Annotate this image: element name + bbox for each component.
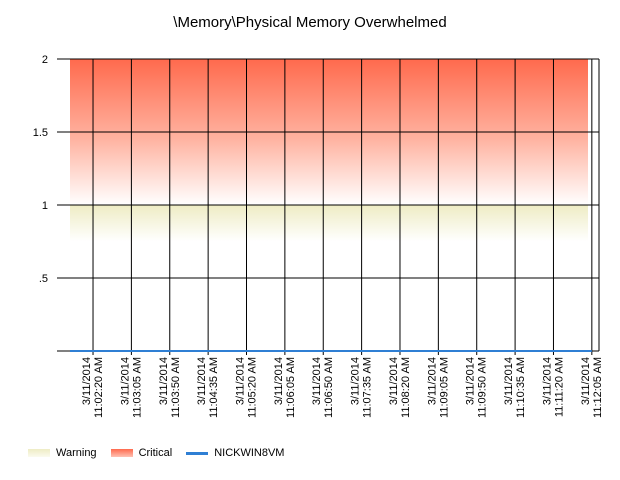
legend-swatch-critical: [110, 449, 133, 457]
x-tick-label-line: 11:08:20 AM: [400, 357, 412, 418]
legend-label-critical: Critical: [138, 447, 173, 459]
x-tick-label: 3/11/2014 11:04:35 AM: [196, 357, 220, 418]
x-tick-label-line: 3/11/2014: [119, 357, 131, 405]
x-tick-label-line: 3/11/2014: [388, 357, 400, 405]
x-tick-label: 3/11/2014 11:10:35 AM: [503, 357, 527, 418]
x-tick-label-line: 3/11/2014: [273, 357, 285, 405]
band-warning: [70, 205, 588, 242]
x-tick-label: 3/11/2014 11:03:05 AM: [119, 357, 143, 418]
x-tick-label-line: 11:09:50 AM: [477, 357, 489, 418]
x-tick-label-line: 11:02:20 AM: [93, 357, 105, 418]
x-tick-label: 3/11/2014 11:06:05 AM: [273, 357, 297, 418]
x-tick-label: 3/11/2014 11:07:35 AM: [350, 357, 374, 418]
y-tick-label: .5: [39, 273, 48, 285]
legend-item-critical[interactable]: Critical: [110, 447, 173, 459]
x-tick-label-line: 11:03:05 AM: [131, 357, 143, 418]
legend: Warning Critical NICKWIN8VM: [28, 444, 298, 462]
x-tick-label: 3/11/2014 11:03:50 AM: [158, 357, 182, 418]
legend-swatch-warning: [28, 449, 50, 457]
x-tick-label: 3/11/2014 11:02:20 AM: [81, 357, 105, 418]
x-tick-label-line: 3/11/2014: [503, 357, 515, 405]
x-tick-label: 3/11/2014 11:09:50 AM: [465, 357, 489, 418]
x-tick-label-line: 3/11/2014: [158, 357, 170, 405]
x-tick-label: 3/11/2014 11:11:20 AM: [541, 357, 565, 417]
x-tick-label: 3/11/2014 11:08:20 AM: [388, 357, 412, 418]
x-tick-label-line: 3/11/2014: [311, 357, 323, 405]
x-tick-label-line: 3/11/2014: [350, 357, 362, 405]
x-tick-label: 3/11/2014 11:12:05 AM: [580, 357, 604, 418]
x-tick-label-line: 3/11/2014: [541, 357, 553, 405]
x-tick-label-line: 11:12:05 AM: [592, 357, 604, 418]
x-tick-label-line: 11:04:35 AM: [208, 357, 220, 418]
x-tick-label-line: 3/11/2014: [81, 357, 93, 405]
chart-title: \Memory\Physical Memory Overwhelmed: [173, 14, 447, 31]
legend-label-warning: Warning: [56, 447, 97, 459]
x-tick-label-line: 11:10:35 AM: [515, 357, 527, 418]
x-tick-label-line: 11:06:05 AM: [285, 357, 297, 418]
x-tick-label-line: 11:07:35 AM: [362, 357, 374, 418]
x-tick-label-line: 11:06:50 AM: [323, 357, 335, 418]
y-tick-label: 2: [42, 54, 48, 66]
x-tick-label-line: 3/11/2014: [235, 357, 247, 405]
x-tick-label-line: 3/11/2014: [426, 357, 438, 405]
x-tick-label: 3/11/2014 11:05:20 AM: [235, 357, 259, 418]
y-tick-label: 1.5: [33, 127, 48, 139]
legend-item-series[interactable]: NICKWIN8VM: [186, 447, 284, 459]
x-tick-label: 3/11/2014 11:06:50 AM: [311, 357, 335, 418]
x-tick-label: 3/11/2014 11:09:05 AM: [426, 357, 450, 418]
x-tick-label-line: 11:03:50 AM: [170, 357, 182, 418]
x-tick-label-line: 3/11/2014: [196, 357, 208, 405]
x-tick-label-line: 11:09:05 AM: [438, 357, 450, 418]
x-tick-label-line: 3/11/2014: [580, 357, 592, 405]
x-tick-label-line: 11:11:20 AM: [553, 357, 565, 417]
x-tick-label-line: 3/11/2014: [465, 357, 477, 405]
legend-swatch-series: [186, 451, 209, 455]
legend-label-series: NICKWIN8VM: [214, 447, 285, 459]
y-tick-label: 1: [42, 200, 48, 212]
x-tick-label-line: 11:05:20 AM: [247, 357, 259, 418]
legend-item-warning[interactable]: Warning: [28, 447, 97, 459]
